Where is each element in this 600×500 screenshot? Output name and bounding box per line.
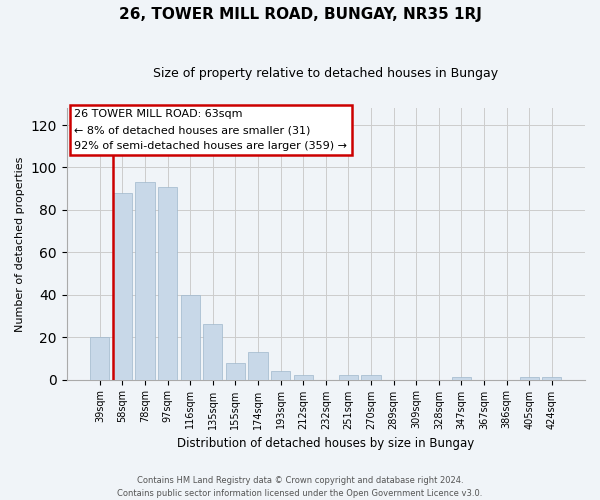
Text: Contains HM Land Registry data © Crown copyright and database right 2024.
Contai: Contains HM Land Registry data © Crown c… (118, 476, 482, 498)
Bar (136, 182, 155, 380)
Bar (293, 376, 313, 380)
Bar (226, 362, 245, 380)
Bar (542, 378, 562, 380)
Bar (339, 376, 358, 380)
Bar (181, 294, 200, 380)
Bar (248, 352, 268, 380)
Bar (271, 371, 290, 380)
Title: Size of property relative to detached houses in Bungay: Size of property relative to detached ho… (153, 68, 499, 80)
Bar (158, 186, 177, 380)
Bar (361, 376, 380, 380)
Bar (90, 337, 109, 380)
Bar (113, 193, 132, 380)
Text: 26, TOWER MILL ROAD, BUNGAY, NR35 1RJ: 26, TOWER MILL ROAD, BUNGAY, NR35 1RJ (119, 8, 481, 22)
Y-axis label: Number of detached properties: Number of detached properties (15, 156, 25, 332)
Bar (452, 378, 471, 380)
X-axis label: Distribution of detached houses by size in Bungay: Distribution of detached houses by size … (177, 437, 475, 450)
Text: 26 TOWER MILL ROAD: 63sqm
← 8% of detached houses are smaller (31)
92% of semi-d: 26 TOWER MILL ROAD: 63sqm ← 8% of detach… (74, 110, 347, 150)
Bar (520, 378, 539, 380)
Bar (203, 324, 223, 380)
